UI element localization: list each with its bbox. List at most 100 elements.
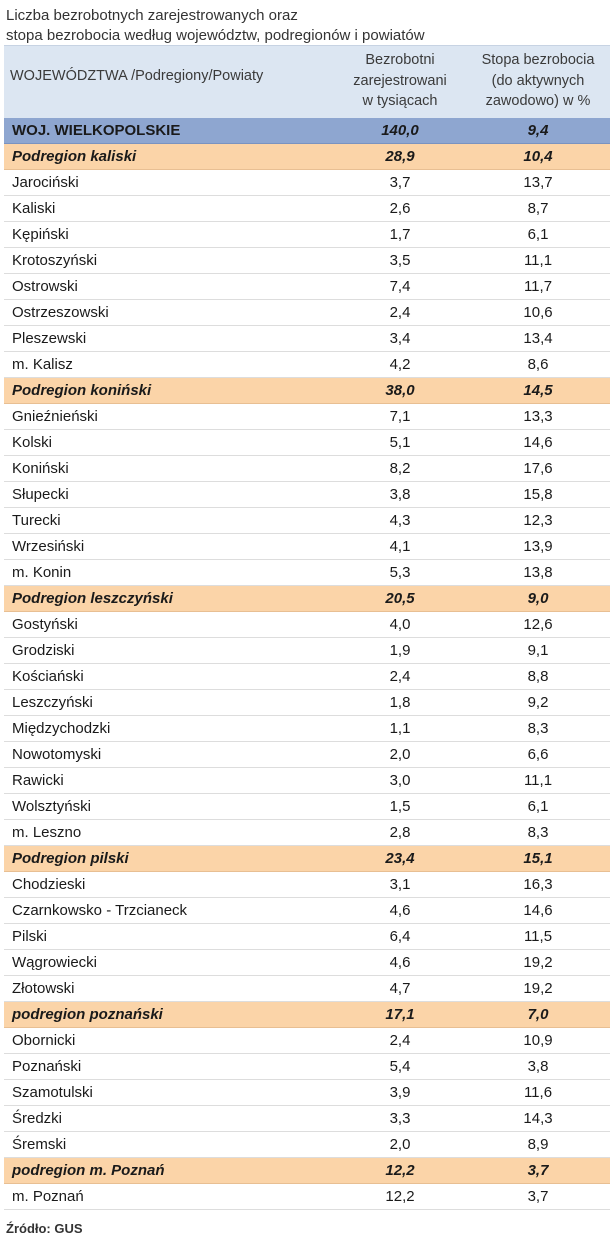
header-col-unemployed-line-3: w tysiącach <box>362 93 438 109</box>
cell-unemployed: 2,8 <box>389 824 411 841</box>
cell-unemployed: 12,2 <box>385 1162 415 1179</box>
cell-region-name: Czarnkowsko - Trzcianeck <box>12 902 188 919</box>
table-row: Międzychodzki 1,1 8,3 <box>4 716 610 742</box>
subregion-row: Podregion koniński 38,0 14,5 <box>4 378 610 404</box>
table-row: Krotoszyński 3,5 11,1 <box>4 248 610 274</box>
cell-unemployed: 17,1 <box>385 1006 415 1023</box>
source-note: Źródło: GUS <box>6 1221 83 1236</box>
table-row: Turecki 4,3 12,3 <box>4 508 610 534</box>
cell-rate: 12,3 <box>523 512 553 529</box>
cell-unemployed: 6,4 <box>389 928 411 945</box>
table-row: m. Kalisz 4,2 8,6 <box>4 352 610 378</box>
table-row: Wrzesiński 4,1 13,9 <box>4 534 610 560</box>
header-col-region: WOJEWÓDZTWA /Podregiony/Powiaty <box>10 68 264 84</box>
cell-rate: 6,6 <box>527 746 549 763</box>
chart-title: Liczba bezrobotnych zarejestrowanych ora… <box>6 6 606 46</box>
cell-region-name: Podregion koniński <box>12 382 152 399</box>
cell-rate: 6,1 <box>527 226 549 243</box>
table-row: Jarociński 3,7 13,7 <box>4 170 610 196</box>
cell-region-name: Pilski <box>12 928 48 945</box>
cell-unemployed: 7,4 <box>389 278 411 295</box>
cell-rate: 11,5 <box>523 928 553 945</box>
cell-region-name: Poznański <box>12 1058 82 1075</box>
cell-unemployed: 2,0 <box>389 1136 411 1153</box>
cell-rate: 8,9 <box>527 1136 549 1153</box>
table-row: Rawicki 3,0 11,1 <box>4 768 610 794</box>
title-line-1: Liczba bezrobotnych zarejestrowanych ora… <box>6 7 298 24</box>
cell-rate: 13,7 <box>523 174 553 191</box>
subregion-row: podregion m. Poznań 12,2 3,7 <box>4 1158 610 1184</box>
cell-unemployed: 4,7 <box>389 980 411 997</box>
table-row: Kaliski 2,6 8,7 <box>4 196 610 222</box>
cell-rate: 7,0 <box>527 1006 549 1023</box>
cell-region-name: Leszczyński <box>12 694 93 711</box>
subregion-row: Podregion kaliski 28,9 10,4 <box>4 144 610 170</box>
cell-rate: 14,6 <box>523 902 553 919</box>
table-row: Ostrzeszowski 2,4 10,6 <box>4 300 610 326</box>
table-row: Śremski 2,0 8,9 <box>4 1132 610 1158</box>
cell-region-name: m. Konin <box>12 564 72 581</box>
cell-rate: 10,9 <box>523 1032 553 1049</box>
cell-rate: 10,4 <box>523 148 553 165</box>
cell-unemployed: 4,3 <box>389 512 411 529</box>
cell-unemployed: 5,4 <box>389 1058 411 1075</box>
cell-region-name: Chodzieski <box>12 876 86 893</box>
table-row: Gostyński 4,0 12,6 <box>4 612 610 638</box>
cell-unemployed: 20,5 <box>385 590 415 607</box>
cell-region-name: m. Poznań <box>12 1188 84 1205</box>
header-col-unemployed-line-2: zarejestrowani <box>353 72 447 89</box>
cell-rate: 17,6 <box>523 460 553 477</box>
header-col-rate-line-1: Stopa bezrobocia <box>481 52 595 68</box>
cell-rate: 8,3 <box>527 824 549 841</box>
header-col-rate: Stopa bezrobocia (do aktywnych zawodowo)… <box>466 50 610 112</box>
cell-region-name: Podregion leszczyński <box>12 590 173 607</box>
cell-region-name: m. Kalisz <box>12 356 73 373</box>
cell-rate: 13,8 <box>523 564 553 581</box>
cell-rate: 11,1 <box>523 772 553 789</box>
table-row: Kolski 5,1 14,6 <box>4 430 610 456</box>
cell-rate: 15,8 <box>523 486 553 503</box>
cell-rate: 19,2 <box>523 980 553 997</box>
cell-region-name: Kaliski <box>12 200 56 217</box>
cell-region-name: podregion m. Poznań <box>12 1162 165 1179</box>
cell-region-name: Gnieźnieński <box>12 408 98 425</box>
cell-rate: 9,0 <box>527 590 549 607</box>
cell-region-name: Średzki <box>12 1110 63 1127</box>
cell-region-name: Szamotulski <box>12 1084 93 1101</box>
cell-region-name: Obornicki <box>12 1032 76 1049</box>
cell-unemployed: 5,3 <box>389 564 411 581</box>
table-row: Koniński 8,2 17,6 <box>4 456 610 482</box>
cell-region-name: Koniński <box>12 460 69 477</box>
cell-unemployed: 28,9 <box>385 148 415 165</box>
cell-rate: 11,1 <box>523 252 553 269</box>
cell-unemployed: 4,6 <box>389 902 411 919</box>
cell-region-name: Rawicki <box>12 772 64 789</box>
cell-rate: 13,4 <box>523 330 553 347</box>
table-row: Gnieźnieński 7,1 13,3 <box>4 404 610 430</box>
subregion-row: podregion poznański 17,1 7,0 <box>4 1002 610 1028</box>
cell-unemployed: 2,6 <box>389 200 411 217</box>
cell-unemployed: 1,9 <box>389 642 411 659</box>
subregion-row: Podregion leszczyński 20,5 9,0 <box>4 586 610 612</box>
cell-region-name: Gostyński <box>12 616 78 633</box>
table-row: Pilski 6,4 11,5 <box>4 924 610 950</box>
cell-unemployed: 4,0 <box>389 616 411 633</box>
cell-region-name: Nowotomyski <box>12 746 102 763</box>
table-row: Wągrowiecki 4,6 19,2 <box>4 950 610 976</box>
cell-region-name: Jarociński <box>12 174 79 191</box>
cell-unemployed: 12,2 <box>385 1188 415 1205</box>
cell-region-name: Wolsztyński <box>12 798 91 815</box>
title-line-2: stopa bezrobocia według województw, podr… <box>6 27 425 44</box>
cell-region-name: Wągrowiecki <box>12 954 98 971</box>
cell-unemployed: 8,2 <box>389 460 411 477</box>
cell-unemployed: 23,4 <box>385 850 415 867</box>
cell-rate: 3,8 <box>527 1058 549 1075</box>
table-row: Obornicki 2,4 10,9 <box>4 1028 610 1054</box>
cell-region-name: Międzychodzki <box>12 720 111 737</box>
cell-region-name: Śremski <box>12 1136 67 1153</box>
cell-unemployed: 1,1 <box>389 720 411 737</box>
table-row: Chodzieski 3,1 16,3 <box>4 872 610 898</box>
cell-rate: 9,4 <box>527 122 549 139</box>
cell-rate: 9,1 <box>527 642 549 659</box>
cell-rate: 14,6 <box>523 434 553 451</box>
